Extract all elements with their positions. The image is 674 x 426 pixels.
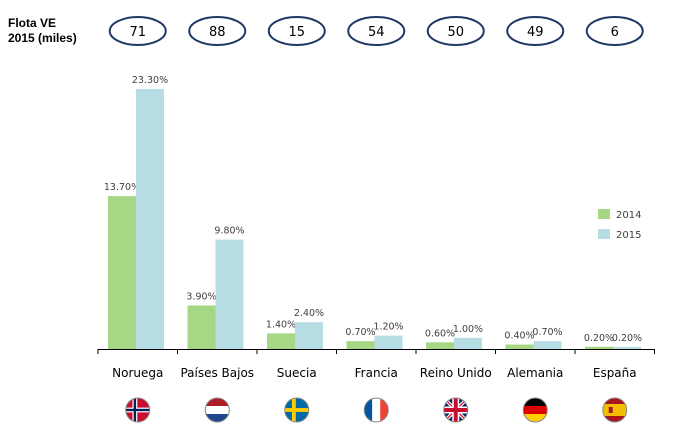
fleet-oval-shape <box>426 16 485 46</box>
data-label-2014-4: 0.70% <box>345 327 375 338</box>
data-label-2015-3: 2.40% <box>294 308 324 319</box>
x-tick-label-1: Noruega <box>112 366 163 380</box>
bar-2014-2 <box>187 305 216 349</box>
fleet-oval-shape <box>347 16 406 46</box>
x-tick-label-3: Suecia <box>277 366 317 380</box>
bar-2015-5 <box>454 337 482 349</box>
bar-2015-7 <box>613 346 641 349</box>
fleet-oval: 49 <box>506 16 565 46</box>
fleet-oval-value: 50 <box>447 25 464 40</box>
fleet-oval-shape <box>188 16 247 46</box>
bar-2015-6 <box>533 341 562 349</box>
legend-label-2014: 2014 <box>616 210 641 221</box>
sweden-flag-icon <box>284 397 310 423</box>
fleet-oval-value: 15 <box>288 25 305 40</box>
fleet-label-line2: 2015 (miles) <box>8 31 77 45</box>
fleet-oval-value: 6 <box>611 25 619 40</box>
fleet-oval-shape <box>506 16 565 46</box>
fleet-oval: 50 <box>426 16 485 46</box>
norway-flag-icon <box>125 397 151 423</box>
fleet-oval-shape <box>585 16 644 46</box>
x-tick-label-7: España <box>593 366 637 380</box>
fleet-oval-shape <box>267 16 326 46</box>
united-kingdom-flag-icon <box>443 397 469 423</box>
data-label-2014-7: 0.20% <box>584 333 614 344</box>
fleet-oval-value: 88 <box>209 25 226 40</box>
netherlands-flag-icon <box>204 397 230 423</box>
germany-flag-icon <box>522 397 548 423</box>
data-label-2014-6: 0.40% <box>504 331 534 342</box>
x-tick-label-2: Países Bajos <box>180 366 254 380</box>
x-tick-label-5: Reino Unido <box>420 366 492 380</box>
legend-swatch-2015 <box>598 229 610 239</box>
bar-2014-4 <box>346 341 375 349</box>
x-tick-label-6: Alemania <box>507 366 563 380</box>
bar-2015-2 <box>215 239 244 349</box>
fleet-oval-value: 49 <box>527 25 544 40</box>
spain-flag-icon <box>602 397 628 423</box>
data-label-2015-2: 9.80% <box>214 226 244 237</box>
bar-2014-5 <box>426 342 454 349</box>
fleet-oval-value: 71 <box>129 25 146 40</box>
data-label-2015-7: 0.20% <box>612 333 642 344</box>
fleet-oval-shape <box>108 16 167 46</box>
x-tick-label-4: Francia <box>355 366 398 380</box>
data-label-2015-6: 0.70% <box>532 327 562 338</box>
bar-2015-3 <box>295 322 323 349</box>
bar-2014-7 <box>585 346 613 349</box>
data-label-2014-3: 1.40% <box>266 319 296 330</box>
legend-label-2015: 2015 <box>616 230 641 241</box>
fleet-label-line1: Flota VE <box>8 16 57 30</box>
fleet-oval: 88 <box>188 16 247 46</box>
fleet-oval-value: 54 <box>368 25 385 40</box>
data-label-2014-5: 0.60% <box>425 328 455 339</box>
bar-2014-3 <box>267 333 295 349</box>
data-label-2015-1: 23.30% <box>132 75 168 86</box>
fleet-label: Flota VE 2015 (miles) <box>8 16 98 46</box>
fleet-oval: 15 <box>267 16 326 46</box>
fleet-oval: 6 <box>585 16 644 46</box>
data-label-2014-1: 13.70% <box>104 182 140 193</box>
fleet-oval: 54 <box>347 16 406 46</box>
bar-2015-4 <box>374 335 403 349</box>
france-flag-icon <box>363 397 389 423</box>
data-label-2014-2: 3.90% <box>186 291 216 302</box>
bar-2015-1 <box>136 89 164 349</box>
bar-2014-1 <box>108 196 136 349</box>
fleet-oval: 71 <box>108 16 167 46</box>
bar-2014-6 <box>505 344 534 349</box>
legend-swatch-2014 <box>598 209 610 219</box>
data-label-2015-4: 1.20% <box>373 322 403 333</box>
data-label-2015-5: 1.00% <box>453 324 483 335</box>
